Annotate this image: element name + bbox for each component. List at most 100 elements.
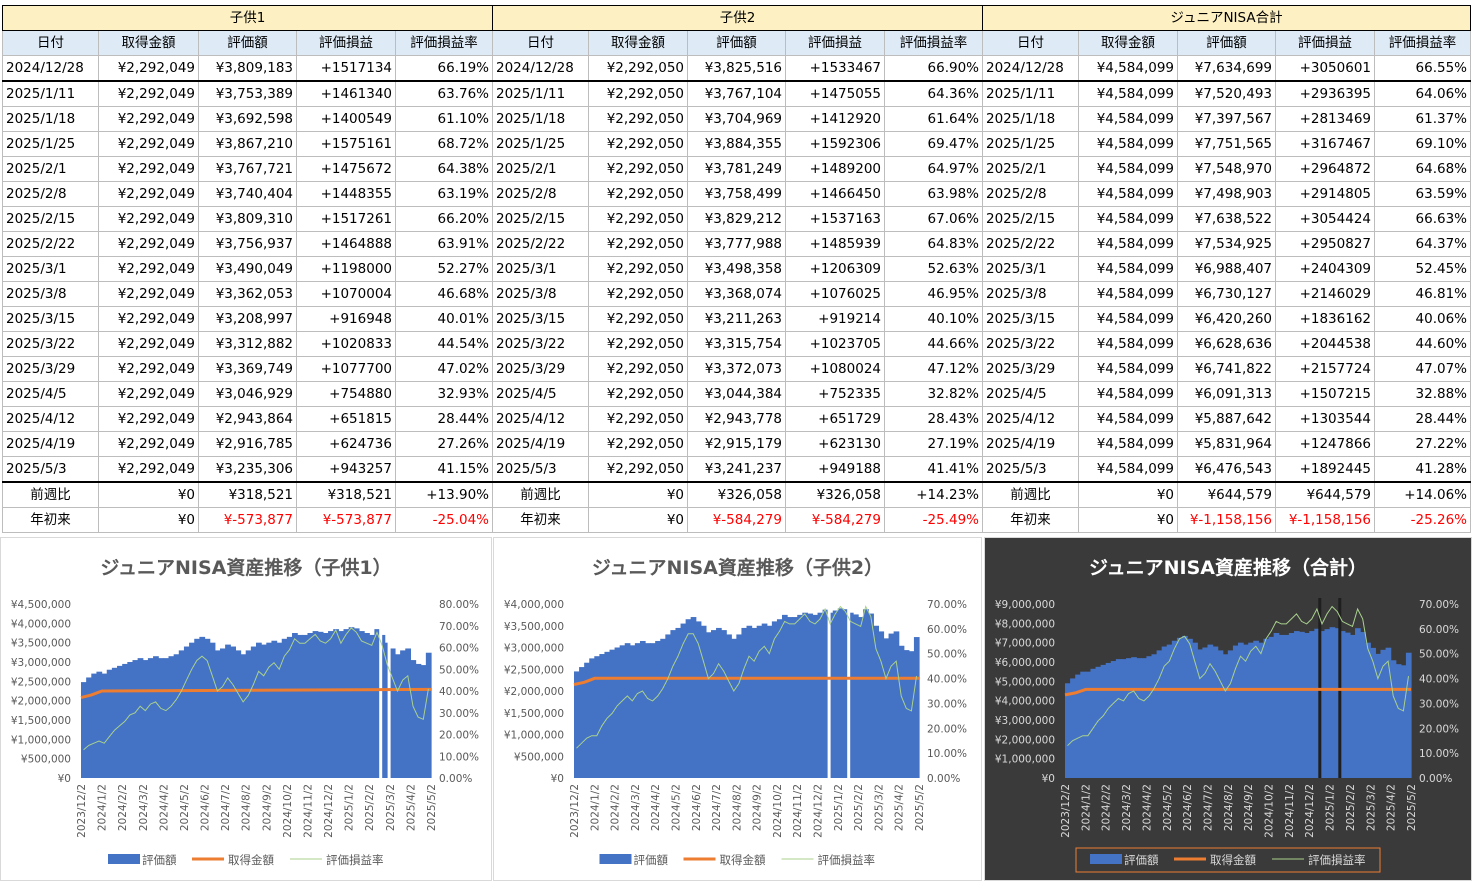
table-cell[interactable]: ¥2,292,049 (98, 431, 199, 457)
table-cell[interactable]: ¥3,046,929 (198, 381, 297, 407)
table-cell[interactable]: 2025/3/15 (2, 306, 99, 332)
table-cell[interactable]: 2025/3/8 (982, 281, 1079, 307)
table-cell[interactable]: ¥2,292,050 (588, 381, 688, 407)
table-cell[interactable]: ¥6,730,127 (1177, 281, 1276, 307)
table-cell[interactable]: ¥3,241,237 (687, 456, 786, 483)
table-cell[interactable]: ¥3,777,988 (687, 231, 786, 257)
column-header[interactable]: 評価損益 (1275, 30, 1375, 56)
summary-cell[interactable]: -25.49% (884, 507, 983, 533)
table-cell[interactable]: ¥4,584,099 (1078, 256, 1178, 282)
table-cell[interactable]: 52.27% (395, 256, 493, 282)
table-cell[interactable]: +1475055 (785, 80, 885, 107)
table-cell[interactable]: +651729 (785, 406, 885, 432)
table-cell[interactable]: ¥4,584,099 (1078, 131, 1178, 157)
table-cell[interactable]: 46.68% (395, 281, 493, 307)
table-cell[interactable]: ¥4,584,099 (1078, 206, 1178, 232)
table-cell[interactable]: 40.10% (884, 306, 983, 332)
table-cell[interactable]: +1575161 (296, 131, 396, 157)
table-cell[interactable]: 2025/3/8 (492, 281, 589, 307)
summary-label[interactable]: 前週比 (2, 481, 99, 508)
table-cell[interactable]: ¥4,584,099 (1078, 80, 1178, 107)
table-cell[interactable]: +1020833 (296, 331, 396, 357)
table-cell[interactable]: +3167467 (1275, 131, 1375, 157)
table-cell[interactable]: ¥2,292,050 (588, 231, 688, 257)
table-cell[interactable]: 2025/2/1 (492, 156, 589, 182)
table-cell[interactable]: 27.22% (1374, 431, 1471, 457)
summary-label[interactable]: 年初来 (492, 507, 589, 533)
table-cell[interactable]: 32.82% (884, 381, 983, 407)
table-cell[interactable]: +1464888 (296, 231, 396, 257)
table-cell[interactable]: ¥6,476,543 (1177, 456, 1276, 483)
table-cell[interactable]: ¥3,753,389 (198, 80, 297, 107)
table-cell[interactable]: 2025/1/11 (2, 80, 99, 107)
summary-cell[interactable]: ¥0 (1078, 507, 1178, 533)
table-cell[interactable]: 40.01% (395, 306, 493, 332)
column-header[interactable]: 日付 (492, 30, 589, 56)
table-cell[interactable]: 2025/2/15 (2, 206, 99, 232)
table-cell[interactable]: ¥4,584,099 (1078, 406, 1178, 432)
table-cell[interactable]: +1537163 (785, 206, 885, 232)
table-cell[interactable]: ¥3,809,310 (198, 206, 297, 232)
table-cell[interactable]: ¥2,292,049 (98, 256, 199, 282)
table-cell[interactable]: 63.59% (1374, 181, 1471, 207)
column-header[interactable]: 評価額 (687, 30, 786, 56)
table-cell[interactable]: +1076025 (785, 281, 885, 307)
table-cell[interactable]: ¥7,498,903 (1177, 181, 1276, 207)
table-cell[interactable]: 44.66% (884, 331, 983, 357)
summary-cell[interactable]: ¥0 (98, 481, 199, 508)
table-cell[interactable]: +943257 (296, 456, 396, 483)
table-cell[interactable]: +3054424 (1275, 206, 1375, 232)
table-cell[interactable]: +916948 (296, 306, 396, 332)
column-header[interactable]: 取得金額 (98, 30, 199, 56)
table-cell[interactable]: 61.37% (1374, 106, 1471, 132)
table-cell[interactable]: 2025/2/1 (2, 156, 99, 182)
table-cell[interactable]: 2025/3/22 (982, 331, 1079, 357)
table-cell[interactable]: +2044538 (1275, 331, 1375, 357)
table-cell[interactable]: 2025/1/18 (492, 106, 589, 132)
summary-cell[interactable]: ¥318,521 (198, 481, 297, 508)
column-header[interactable]: 評価損益率 (395, 30, 493, 56)
table-cell[interactable]: +1507215 (1275, 381, 1375, 407)
table-cell[interactable]: 2025/4/5 (982, 381, 1079, 407)
table-cell[interactable]: +1489200 (785, 156, 885, 182)
column-header[interactable]: 評価額 (198, 30, 297, 56)
table-cell[interactable]: ¥3,867,210 (198, 131, 297, 157)
table-cell[interactable]: ¥3,211,263 (687, 306, 786, 332)
table-cell[interactable]: 69.10% (1374, 131, 1471, 157)
table-cell[interactable]: 66.19% (395, 55, 493, 82)
table-cell[interactable]: 2025/1/25 (2, 131, 99, 157)
table-cell[interactable]: ¥6,628,636 (1177, 331, 1276, 357)
table-cell[interactable]: +1517261 (296, 206, 396, 232)
table-cell[interactable]: ¥4,584,099 (1078, 55, 1178, 82)
table-cell[interactable]: 2025/3/1 (982, 256, 1079, 282)
table-cell[interactable]: ¥4,584,099 (1078, 281, 1178, 307)
table-cell[interactable]: +2964872 (1275, 156, 1375, 182)
table-cell[interactable]: +1070004 (296, 281, 396, 307)
table-cell[interactable]: 28.44% (1374, 406, 1471, 432)
column-header[interactable]: 評価損益率 (1374, 30, 1471, 56)
table-cell[interactable]: +623130 (785, 431, 885, 457)
table-cell[interactable]: ¥2,943,778 (687, 406, 786, 432)
table-cell[interactable]: 2025/2/1 (982, 156, 1079, 182)
chart-child1[interactable]: ジュニアNISA資産推移（子供1） ¥4,500,000 ¥4,000,000 ¥3,… (0, 537, 492, 881)
table-cell[interactable]: ¥7,548,970 (1177, 156, 1276, 182)
table-cell[interactable]: ¥3,044,384 (687, 381, 786, 407)
table-cell[interactable]: 2025/3/29 (982, 356, 1079, 382)
table-cell[interactable]: ¥2,292,050 (588, 356, 688, 382)
summary-cell[interactable]: ¥644,579 (1275, 481, 1375, 508)
summary-cell[interactable]: ¥644,579 (1177, 481, 1276, 508)
table-cell[interactable]: 2025/5/3 (982, 456, 1079, 483)
table-cell[interactable]: 2025/2/22 (492, 231, 589, 257)
table-cell[interactable]: +1198000 (296, 256, 396, 282)
table-cell[interactable]: 64.37% (1374, 231, 1471, 257)
table-cell[interactable]: 27.19% (884, 431, 983, 457)
table-cell[interactable]: 2025/2/8 (492, 181, 589, 207)
table-cell[interactable]: 2025/3/1 (492, 256, 589, 282)
table-cell[interactable]: ¥3,825,516 (687, 55, 786, 82)
column-header[interactable]: 取得金額 (1078, 30, 1178, 56)
table-cell[interactable]: +1206309 (785, 256, 885, 282)
table-cell[interactable]: 66.55% (1374, 55, 1471, 82)
table-cell[interactable]: ¥2,292,049 (98, 206, 199, 232)
table-cell[interactable]: ¥4,584,099 (1078, 356, 1178, 382)
table-cell[interactable]: ¥4,584,099 (1078, 431, 1178, 457)
